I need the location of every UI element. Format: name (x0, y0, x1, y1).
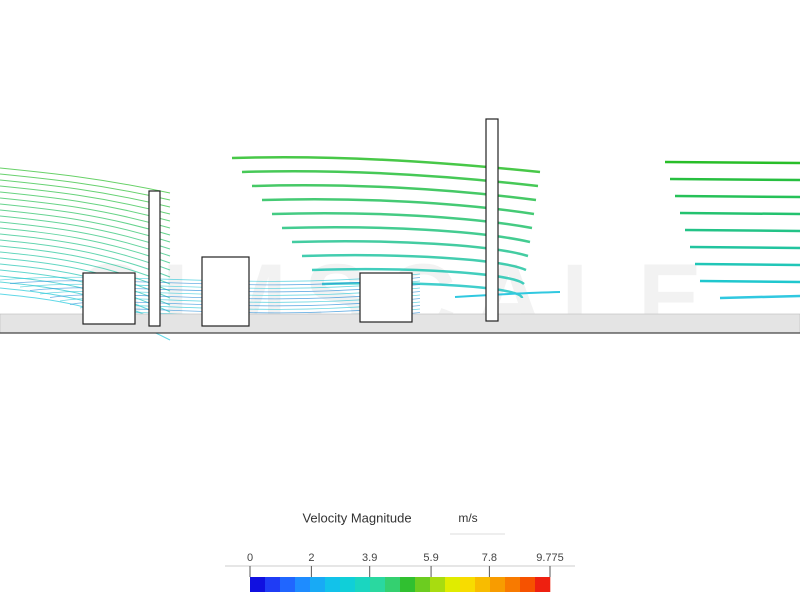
streamline (0, 173, 171, 201)
tick-label: 2 (308, 552, 314, 564)
tick-label: 7.8 (482, 552, 497, 564)
color-band (415, 577, 431, 592)
streamline (19, 280, 421, 289)
color-band (430, 577, 446, 592)
color-band (475, 577, 491, 592)
colorbar (250, 577, 551, 592)
streamline (0, 203, 171, 236)
streamline (0, 273, 421, 282)
streamline (0, 257, 171, 299)
building (82, 272, 136, 325)
streamline (0, 197, 171, 229)
color-band (340, 577, 356, 592)
color-band (535, 577, 551, 592)
color-band (355, 577, 371, 592)
streamline (664, 160, 800, 165)
streamline (241, 169, 539, 188)
color-band (310, 577, 326, 592)
streamline (0, 191, 171, 222)
color-band (520, 577, 536, 592)
streamline (0, 233, 171, 271)
streamline (699, 279, 800, 284)
color-band (250, 577, 266, 592)
colorbar-ticks: 0 2 3.9 5.9 7.8 9.775 (247, 552, 564, 577)
streamline (694, 262, 800, 267)
color-band (505, 577, 521, 592)
color-band (460, 577, 476, 592)
streamline (49, 291, 421, 300)
streamline (454, 291, 561, 298)
streamline (0, 275, 171, 320)
color-band (265, 577, 281, 592)
streamline (301, 253, 527, 272)
building (201, 256, 250, 327)
streamline (0, 227, 171, 264)
streamline (0, 209, 171, 243)
streamline (684, 228, 800, 233)
streamline (0, 215, 171, 250)
streamline (9, 277, 421, 286)
buildings (82, 118, 499, 327)
streamline (29, 284, 421, 293)
streamline (0, 245, 171, 285)
tick-label: 9.775 (536, 552, 564, 564)
streamline (251, 183, 537, 202)
color-band (370, 577, 386, 592)
streamline (679, 211, 800, 216)
pole (485, 118, 499, 322)
streamline (0, 167, 171, 194)
color-band (445, 577, 461, 592)
streamline (0, 221, 171, 257)
streamline (719, 294, 800, 300)
streamline (689, 245, 800, 250)
color-band (280, 577, 296, 592)
building (359, 272, 413, 323)
streamline (0, 263, 171, 306)
streamline (311, 267, 525, 286)
streamline (674, 194, 800, 199)
streamline (39, 287, 421, 296)
streamline (669, 177, 800, 182)
color-band (325, 577, 341, 592)
legend-title: Velocity Magnitude (302, 510, 411, 525)
color-band (490, 577, 506, 592)
tick-label: 5.9 (423, 552, 438, 564)
color-band (400, 577, 416, 592)
tick-label: 3.9 (362, 552, 377, 564)
streamline (271, 211, 533, 230)
streamline (261, 197, 535, 216)
streamline (0, 179, 171, 208)
pole (148, 190, 161, 327)
color-band (385, 577, 401, 592)
streamline (291, 239, 529, 258)
color-band (295, 577, 311, 592)
legend-unit[interactable]: m/s (458, 511, 477, 525)
tick-label: 0 (247, 552, 253, 564)
streamline (0, 239, 171, 278)
streamline (0, 185, 171, 215)
streamline (281, 225, 531, 244)
